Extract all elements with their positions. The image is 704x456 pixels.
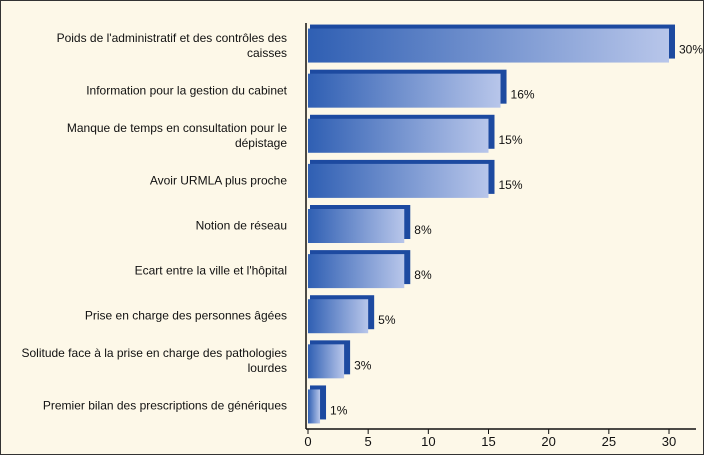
bar — [308, 254, 405, 289]
value-label: 15% — [499, 133, 523, 147]
value-label: 8% — [414, 223, 432, 237]
bar — [308, 389, 321, 424]
category-label: Prise en charge des personnes âgées — [84, 308, 287, 323]
x-tick-label: 15 — [481, 434, 495, 449]
category-label: Ecart entre la ville et l'hôpital — [134, 263, 287, 278]
value-label: 1% — [330, 403, 348, 417]
category-label: Manque de temps en consultation pour le … — [66, 120, 287, 150]
x-tick-label: 0 — [304, 434, 311, 449]
value-label: 3% — [354, 358, 372, 372]
category-label: Solitude face à la prise en charge des p… — [21, 346, 287, 376]
x-tick-label: 25 — [602, 434, 616, 449]
x-tick-label: 10 — [421, 434, 435, 449]
value-label: 16% — [511, 88, 535, 102]
value-label: 30% — [679, 43, 703, 57]
x-tick-label: 30 — [662, 434, 676, 449]
x-tick-label: 5 — [365, 434, 372, 449]
category-label: Information pour la gestion du cabinet — [86, 83, 287, 98]
value-label: 5% — [378, 313, 396, 327]
category-label: Notion de réseau — [195, 218, 287, 233]
category-label: Poids de l'administratif et des contrôle… — [56, 30, 287, 60]
bar — [308, 209, 405, 243]
value-label: 15% — [499, 178, 523, 192]
bar — [308, 28, 669, 63]
bar — [308, 299, 369, 334]
category-label: Premier bilan des prescriptions de génér… — [42, 398, 287, 413]
bar — [308, 73, 501, 108]
x-tick-label: 20 — [541, 434, 555, 449]
category-label: Avoir URMLA plus proche — [149, 173, 287, 188]
value-label: 8% — [414, 268, 432, 282]
bar — [308, 118, 489, 153]
bar — [308, 163, 489, 198]
bar — [308, 344, 345, 379]
